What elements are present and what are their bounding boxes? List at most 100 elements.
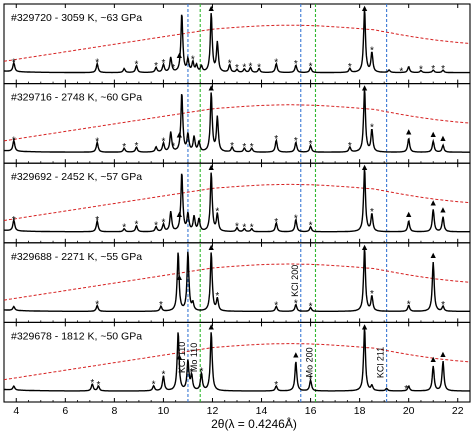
star-marker: * [228,59,232,70]
x-tick-label: 22 [452,405,464,417]
star-marker: * [235,222,239,233]
star-marker: * [152,380,156,391]
triangle-marker: ▲ [360,162,369,172]
star-marker: * [370,289,374,300]
star-marker: * [399,66,403,77]
star-marker: * [348,141,352,152]
pattern-curve [4,328,470,392]
star-marker: * [159,300,163,311]
triangle-marker: ▲ [360,242,369,252]
star-marker: * [242,223,246,234]
star-marker: * [348,62,352,73]
star-marker: * [274,300,278,311]
star-marker: * [230,141,234,152]
background-curve [3,183,471,221]
pattern-curve [4,168,471,233]
star-marker: * [171,63,175,74]
x-tick-label: 18 [354,405,366,417]
star-marker: * [419,65,423,76]
star-marker: * [134,60,138,71]
star-marker: * [215,291,219,302]
triangle-marker: ▲ [175,272,184,282]
star-marker: * [309,62,313,73]
triangle-marker: ▲ [439,133,448,143]
x-tick-label: 12 [207,405,219,417]
star-marker: * [441,64,445,75]
reference-line-label: KCl 211 [376,347,386,378]
peak-markers: ▲▲ ▲* * * * * ** * * * * * * * * *** * * *▲▲ ▲▲ ▲ ▲* ** * * * * * **… [12,3,448,395]
background-curve [3,24,471,62]
star-marker: * [161,136,165,147]
star-marker: * [294,136,298,147]
triangle-marker: ▲ [429,129,438,139]
triangle-marker: ▲ [207,242,216,252]
star-marker: * [370,45,374,56]
star-marker: * [404,384,408,395]
background-curve [3,343,471,381]
star-marker: * [370,207,374,218]
triangle-marker: ▲ [175,50,184,60]
triangle-marker: ▲ [291,349,300,359]
triangle-marker: ▲ [360,3,369,13]
triangle-marker: ▲ [207,3,216,13]
reference-line-label: Mo 200 [304,347,314,377]
star-marker: * [250,142,254,153]
triangle-marker: ▲ [207,83,216,93]
star-marker: * [215,206,219,217]
pattern-curve [4,88,470,153]
star-marker: * [309,374,313,385]
star-marker: * [199,366,203,377]
star-marker: * [161,218,165,229]
triangle-marker: ▲ [404,126,413,136]
triangle-marker: ▲ [429,250,438,260]
reference-line-label: KCl 110 [177,342,187,373]
star-marker: * [294,298,298,309]
triangle-marker: ▲ [175,129,184,139]
background-curve [3,263,471,301]
star-marker: * [309,301,313,312]
x-axis-label: 2θ(λ = 0.4246Å) [211,416,297,431]
reference-lines [187,4,388,402]
star-marker: * [309,139,313,150]
star-marker: * [122,223,126,234]
star-marker: * [370,123,374,134]
star-marker: * [12,215,16,226]
star-marker: * [274,134,278,145]
x-tick-label: 14 [256,405,268,417]
panel-labels: #329720 - 3059 K, ~63 GPa #329716 - 2748 … [11,12,386,378]
star-marker: * [95,58,99,69]
triangle-marker: ▲ [207,162,216,172]
star-marker: * [12,58,16,69]
star-marker: * [171,142,175,153]
star-marker: * [96,380,100,391]
star-marker: * [250,223,254,234]
panel-label: #329688 - 2271 K, ~55 GPa [11,251,142,263]
star-marker: * [95,136,99,147]
star-marker: * [274,380,278,391]
x-tick-label: 16 [305,405,317,417]
pattern-curve [4,248,470,312]
panel-label: #329716 - 2748 K, ~60 GPa [11,92,142,104]
star-marker: * [309,221,313,232]
star-marker: * [161,58,165,69]
triangle-marker: ▲ [360,83,369,93]
star-marker: * [294,59,298,70]
star-marker: * [134,220,138,231]
pattern-curve [4,9,470,74]
star-marker: * [95,299,99,310]
star-marker: * [161,370,165,381]
background-curve [3,104,471,142]
x-tick-label: 20 [403,405,415,417]
triangle-marker: ▲ [360,321,369,331]
triangle-marker: ▲ [175,209,184,219]
triangle-marker: ▲ [207,321,216,331]
panel-label: #329720 - 3059 K, ~63 GPa [11,12,142,24]
reference-line-label: Mo 110 [189,343,199,372]
star-marker: * [134,141,138,152]
x-tick-label: 10 [158,405,170,417]
star-marker: * [441,300,445,311]
star-marker: * [154,61,158,72]
star-marker: * [431,64,435,75]
triangle-marker: ▲ [439,205,448,215]
star-marker: * [242,63,246,74]
